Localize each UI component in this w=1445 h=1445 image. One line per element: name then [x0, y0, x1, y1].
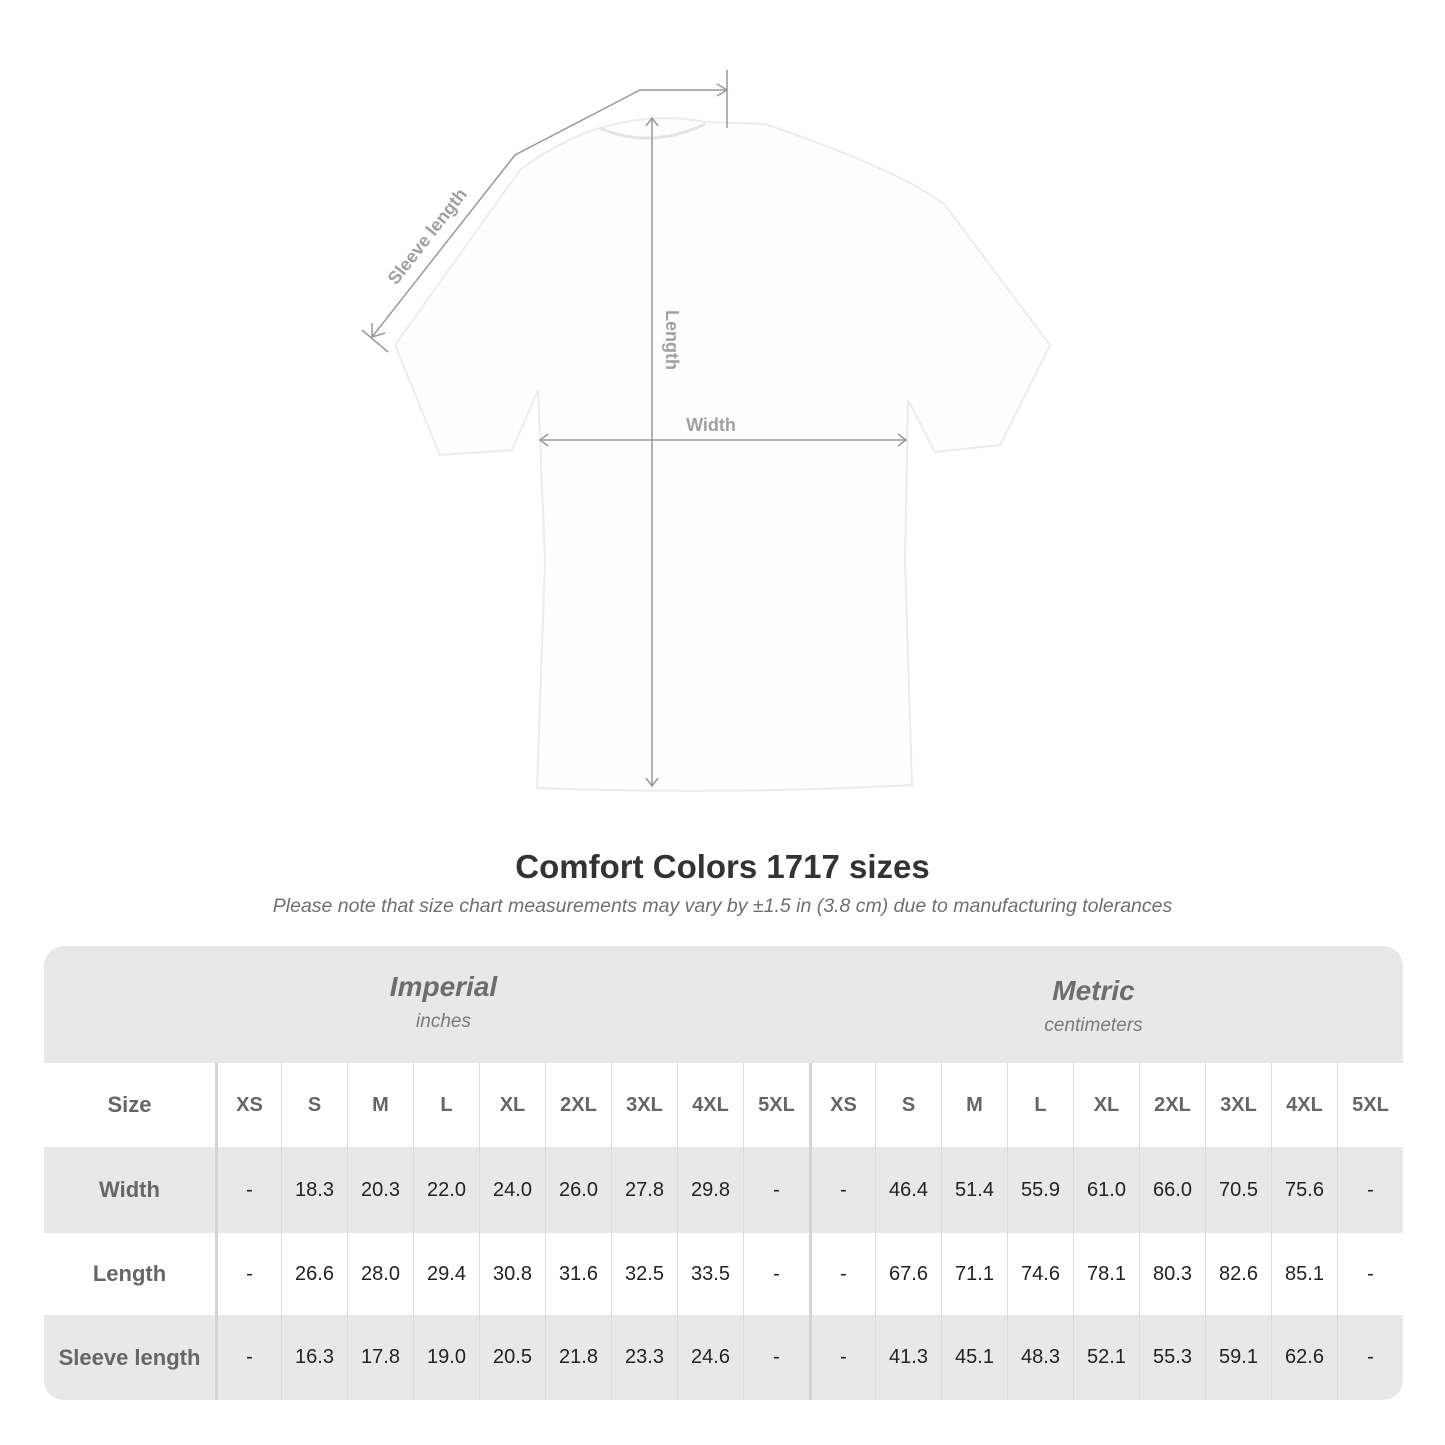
metric-value-cell: 55.3: [1139, 1315, 1205, 1400]
imperial-value-cell: 20.5: [479, 1315, 545, 1400]
metric-size-m: M: [941, 1063, 1007, 1147]
metric-value-cell: 41.3: [875, 1315, 941, 1400]
imperial-size-xl: XL: [479, 1063, 545, 1147]
metric-size-4xl: 4XL: [1271, 1063, 1337, 1147]
metric-size-2xl: 2XL: [1139, 1063, 1205, 1147]
imperial-value-cell: 33.5: [677, 1233, 743, 1315]
metric-value-cell: 48.3: [1007, 1315, 1073, 1400]
size-header-row: Size XS S M L XL 2XL 3XL 4XL 5XL XS S M L XL 2XL 3XL 4XL 5…: [44, 1063, 1403, 1147]
metric-size-xl: XL: [1073, 1063, 1139, 1147]
metric-value-cell: 78.1: [1073, 1233, 1139, 1315]
metric-value-cell: 71.1: [941, 1233, 1007, 1315]
metric-value-cell: 75.6: [1271, 1147, 1337, 1233]
imperial-value-cell: 17.8: [347, 1315, 413, 1400]
imperial-value-cell: 31.6: [545, 1233, 611, 1315]
metric-value-cell: 66.0: [1139, 1147, 1205, 1233]
metric-value-cell: 55.9: [1007, 1147, 1073, 1233]
imperial-value-cell: -: [743, 1315, 809, 1400]
imperial-size-2xl: 2XL: [545, 1063, 611, 1147]
metric-value-cell: 74.6: [1007, 1233, 1073, 1315]
sleeve-line: [371, 89, 727, 338]
imperial-value-cell: 27.8: [611, 1147, 677, 1233]
imperial-value-cell: 29.4: [413, 1233, 479, 1315]
row-label: Width: [99, 1177, 160, 1202]
metric-title: Metric: [1052, 975, 1135, 1006]
width-label: Width: [686, 415, 736, 435]
imperial-size-m: M: [347, 1063, 413, 1147]
metric-value-cell: 85.1: [1271, 1233, 1337, 1315]
metric-size-s: S: [875, 1063, 941, 1147]
imperial-value-cell: 18.3: [281, 1147, 347, 1233]
metric-header: Metric centimeters: [809, 975, 1378, 1037]
metric-value-cell: 82.6: [1205, 1233, 1271, 1315]
metric-value-cell: -: [809, 1147, 875, 1233]
imperial-value-cell: 24.6: [677, 1315, 743, 1400]
imperial-header: Imperial inches: [215, 971, 672, 1033]
imperial-value-cell: 26.0: [545, 1147, 611, 1233]
imperial-size-4xl: 4XL: [677, 1063, 743, 1147]
metric-value-cell: -: [809, 1233, 875, 1315]
metric-value-cell: -: [1337, 1233, 1403, 1315]
measure-lines: [361, 70, 908, 788]
metric-size-l: L: [1007, 1063, 1073, 1147]
metric-size-3xl: 3XL: [1205, 1063, 1271, 1147]
imperial-value-cell: -: [743, 1233, 809, 1315]
imperial-value-cell: 28.0: [347, 1233, 413, 1315]
metric-value-cell: 59.1: [1205, 1315, 1271, 1400]
metric-unit: centimeters: [1044, 1015, 1143, 1036]
length-label: Length: [662, 310, 682, 370]
tshirt-shape: [393, 117, 1052, 792]
metric-size-xs: XS: [809, 1063, 875, 1147]
imperial-size-s: S: [281, 1063, 347, 1147]
metric-value-cell: 62.6: [1271, 1315, 1337, 1400]
imperial-value-cell: 16.3: [281, 1315, 347, 1400]
metric-value-cell: 51.4: [941, 1147, 1007, 1233]
imperial-value-cell: -: [215, 1233, 281, 1315]
metric-value-cell: 46.4: [875, 1147, 941, 1233]
imperial-size-3xl: 3XL: [611, 1063, 677, 1147]
metric-value-cell: 67.6: [875, 1233, 941, 1315]
imperial-value-cell: 24.0: [479, 1147, 545, 1233]
tolerance-note: Please note that size chart measurements…: [272, 895, 1173, 917]
row-label: Sleeve length: [58, 1344, 201, 1370]
tshirt-diagram: Sleeve length Length Width: [361, 70, 1052, 792]
size-table: Imperial inches Metric centimeters Size X…: [44, 946, 1403, 1400]
imperial-size-xs: XS: [215, 1063, 281, 1147]
table-row: Width -18.3 20.3 22.0 24.0 26.0 27.8 29.8- -46.4…: [44, 1147, 1403, 1233]
metric-value-cell: 70.5: [1205, 1147, 1271, 1233]
size-header-label: Size: [107, 1092, 152, 1117]
metric-size-5xl: 5XL: [1337, 1063, 1403, 1147]
row-label: Length: [92, 1261, 167, 1286]
metric-value-cell: 61.0: [1073, 1147, 1139, 1233]
imperial-value-cell: 29.8: [677, 1147, 743, 1233]
chart-title: Comfort Colors 1717 sizes: [515, 848, 930, 885]
metric-value-cell: 52.1: [1073, 1315, 1139, 1400]
imperial-value-cell: 30.8: [479, 1233, 545, 1315]
metric-value-cell: -: [1337, 1315, 1403, 1400]
imperial-value-cell: 23.3: [611, 1315, 677, 1400]
system-header-band: Imperial inches Metric centimeters: [44, 946, 1403, 1063]
imperial-size-l: L: [413, 1063, 479, 1147]
imperial-value-cell: -: [743, 1147, 809, 1233]
imperial-value-cell: 20.3: [347, 1147, 413, 1233]
metric-value-cell: 45.1: [941, 1315, 1007, 1400]
table-row: Length -26.6 28.0 29.4 30.8 31.6 32.5 33.5- -67.…: [44, 1233, 1403, 1315]
imperial-value-cell: 32.5: [611, 1233, 677, 1315]
metric-value-cell: 80.3: [1139, 1233, 1205, 1315]
imperial-value-cell: 22.0: [413, 1147, 479, 1233]
imperial-value-cell: 21.8: [545, 1315, 611, 1400]
imperial-value-cell: 19.0: [413, 1315, 479, 1400]
metric-value-cell: -: [809, 1315, 875, 1400]
table-row: Sleeve length -16.3 17.8 19.0 20.5 21.8 23.3 24…: [44, 1315, 1403, 1400]
imperial-title: Imperial: [389, 971, 498, 1002]
imperial-size-5xl: 5XL: [743, 1063, 809, 1147]
metric-value-cell: -: [1337, 1147, 1403, 1233]
imperial-value-cell: 26.6: [281, 1233, 347, 1315]
imperial-value-cell: -: [215, 1147, 281, 1233]
imperial-value-cell: -: [215, 1315, 281, 1400]
imperial-unit: inches: [416, 1011, 471, 1032]
